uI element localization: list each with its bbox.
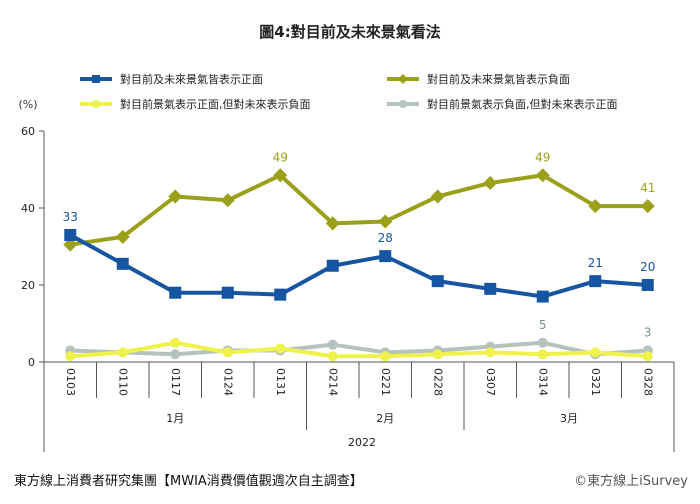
data-label: 49 [273, 150, 288, 164]
data-point [64, 228, 77, 241]
data-point [116, 257, 129, 270]
legend: 對目前及未來景氣皆表示正面 對目前及未來景氣皆表示負面對目前景氣表示正面,但對未來… [80, 72, 618, 111]
x-axis: 0103 0110 0117 0124 0131 0214 0221 0228 0307 0314… [43, 361, 675, 452]
x-tick-label: 0328 [641, 368, 654, 396]
data-point [327, 339, 338, 350]
x-month-label: 2月 [376, 412, 394, 425]
y-axis-unit: (%) [18, 98, 37, 111]
data-point [169, 286, 182, 299]
legend-swatch-marker [398, 74, 408, 84]
data-point [221, 286, 234, 299]
plot-area: 0 20 40 60 5 3 49 49 41 33 28 21 20 [21, 125, 655, 369]
legend-label: 對目前及未來景氣皆表示正面 [120, 72, 263, 86]
data-label: 20 [640, 260, 655, 274]
data-point [430, 189, 445, 204]
y-tick-label: 40 [21, 202, 35, 215]
legend-label: 對目前景氣表示負面,但對未來表示正面 [427, 97, 618, 111]
data-point [220, 193, 235, 208]
legend-label: 對目前及未來景氣皆表示負面 [427, 72, 570, 86]
data-point [274, 288, 287, 301]
data-label: 28 [378, 231, 393, 245]
chart-title: 圖4:對目前及未來景氣看法 [259, 23, 440, 41]
x-tick-label: 0117 [169, 368, 182, 396]
data-point [378, 214, 393, 229]
x-month-label: 1月 [166, 412, 184, 425]
x-tick-label: 0314 [536, 368, 549, 396]
x-tick-label: 0124 [221, 368, 234, 396]
x-tick-label: 0307 [484, 368, 497, 396]
x-tick-label: 0214 [326, 368, 339, 396]
data-point [642, 351, 653, 362]
series-1: 33 28 21 20 [63, 210, 655, 303]
data-point [537, 349, 548, 360]
data-point [325, 216, 340, 231]
y-tick-label: 20 [21, 279, 35, 292]
series-3 [65, 337, 653, 362]
series-line [68, 173, 650, 247]
data-point [641, 279, 654, 291]
data-label: 5 [539, 318, 547, 332]
data-point [484, 282, 497, 295]
x-axis-year: 2022 [348, 436, 376, 449]
data-label: 3 [644, 325, 652, 339]
y-tick-label: 0 [28, 356, 35, 369]
data-point [536, 290, 549, 303]
x-tick-label: 0321 [589, 368, 602, 396]
data-point [590, 347, 601, 358]
data-point [485, 347, 496, 358]
data-point [117, 347, 128, 358]
data-point [170, 337, 181, 348]
data-label: 21 [588, 256, 603, 270]
data-point [535, 168, 550, 183]
data-point [379, 250, 392, 263]
legend-label: 對目前景氣表示正面,但對未來表示負面 [120, 97, 311, 111]
x-tick-label: 0228 [431, 368, 444, 396]
x-month-label: 3月 [560, 412, 578, 425]
legend-swatch-marker [399, 100, 407, 108]
data-point [588, 199, 603, 214]
data-point [537, 337, 548, 348]
data-point [168, 189, 183, 204]
x-tick-label: 0103 [64, 368, 77, 396]
data-point [115, 229, 130, 244]
legend-swatch-marker [92, 100, 100, 108]
data-point [589, 275, 602, 288]
legend-item: 對目前景氣表示負面,但對未來表示正面 [387, 97, 618, 111]
data-point [432, 349, 443, 360]
data-point [483, 175, 498, 190]
footer-source: 東方線上消費者研究集團【MWIA消費價值觀週次自主調查】 [14, 473, 363, 489]
data-label: 41 [640, 181, 655, 195]
data-point [640, 199, 655, 214]
series-line [68, 340, 650, 357]
data-point [275, 343, 286, 354]
legend-swatch-marker [92, 75, 100, 83]
data-point [273, 168, 288, 183]
data-label: 33 [63, 210, 78, 224]
series-line [68, 232, 650, 299]
data-point [170, 349, 181, 360]
legend-item: 對目前及未來景氣皆表示正面 [80, 72, 263, 86]
x-tick-label: 0221 [379, 368, 392, 396]
data-point [327, 351, 338, 362]
series-line [68, 340, 650, 359]
legend-item: 對目前及未來景氣皆表示負面 [387, 72, 570, 86]
data-point [380, 351, 391, 362]
y-tick-label: 60 [21, 125, 35, 138]
x-tick-label: 0110 [116, 368, 129, 396]
data-point [326, 259, 339, 272]
data-point [222, 347, 233, 358]
footer-copyright: ©東方線上iSurvey [574, 473, 688, 489]
x-tick-label: 0131 [274, 368, 287, 396]
series-2: 49 49 41 [63, 150, 655, 252]
data-label: 49 [535, 150, 550, 164]
legend-item: 對目前景氣表示正面,但對未來表示負面 [80, 97, 311, 111]
data-point [65, 351, 76, 362]
data-point [431, 275, 444, 288]
data-point [63, 237, 78, 252]
